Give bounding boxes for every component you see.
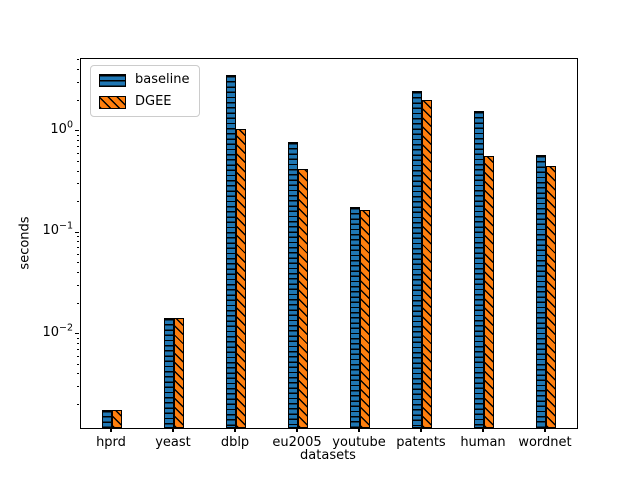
y-minor-tick (76, 363, 79, 365)
legend-label-dgee: DGEE (135, 94, 172, 109)
x-tick-patents (420, 428, 422, 432)
bar-dgee-yeast (174, 318, 184, 428)
x-tick-label-eu2005: eu2005 (272, 435, 322, 450)
legend-label-baseline: baseline (135, 72, 190, 87)
y-minor-tick (76, 145, 79, 147)
x-tick-label-youtube: youtube (332, 435, 386, 450)
x-tick-label-patents: patents (396, 435, 446, 450)
x-tick-human (482, 428, 484, 432)
bar-baseline-wordnet (536, 154, 546, 428)
x-tick-youtube (358, 428, 360, 432)
y-minor-tick (76, 386, 79, 388)
x-tick-label-wordnet: wordnet (518, 435, 572, 450)
legend-entry-baseline: baseline (99, 73, 189, 87)
y-minor-tick (76, 241, 79, 243)
y-minor-tick (76, 342, 79, 344)
bar-dgee-eu2005 (298, 168, 308, 428)
legend-swatch-dgee (99, 95, 126, 109)
legend-swatch-baseline (99, 73, 126, 87)
x-tick-label-hprd: hprd (96, 435, 126, 450)
legend-entry-dgee: DGEE (99, 95, 189, 109)
y-minor-tick (76, 247, 79, 249)
legend: baseline DGEE (90, 65, 201, 117)
y-minor-tick (76, 99, 79, 101)
bar-baseline-hprd (102, 410, 112, 428)
y-tick-label-0.01: 10−2 (42, 322, 73, 340)
bar-dgee-wordnet (546, 165, 556, 428)
x-tick-eu2005 (296, 428, 298, 432)
x-tick-label-human: human (460, 435, 506, 450)
y-minor-tick (76, 271, 79, 273)
bar-baseline-eu2005 (288, 142, 298, 428)
y-minor-tick (76, 170, 79, 172)
y-minor-tick (76, 262, 79, 264)
x-tick-dblp (234, 428, 236, 432)
bar-baseline-youtube (350, 207, 360, 428)
y-tick-0.01 (75, 332, 79, 335)
bar-baseline-yeast (164, 318, 174, 428)
bar-dgee-hprd (112, 410, 122, 428)
y-tick-1 (75, 130, 79, 132)
y-minor-tick (76, 302, 79, 304)
x-tick-hprd (110, 428, 112, 432)
y-minor-tick (76, 183, 79, 185)
y-tick-label-0.1: 10−1 (42, 220, 73, 239)
y-minor-tick (76, 160, 79, 162)
y-minor-tick (76, 373, 79, 375)
bar-dgee-youtube (360, 209, 370, 428)
y-minor-tick (76, 355, 79, 357)
y-minor-tick (76, 201, 79, 203)
bar-dgee-patents (422, 100, 432, 428)
y-minor-tick (76, 134, 79, 136)
x-tick-yeast (172, 428, 174, 432)
y-minor-tick (76, 284, 79, 286)
y-minor-tick (76, 348, 79, 350)
x-tick-label-yeast: yeast (155, 435, 191, 450)
y-minor-tick (76, 139, 79, 141)
y-minor-tick (76, 81, 79, 83)
bar-baseline-patents (412, 91, 422, 428)
y-minor-tick (76, 59, 79, 61)
bar-dgee-human (484, 156, 494, 428)
x-axis-label: datasets (300, 448, 356, 463)
y-minor-tick (76, 403, 79, 405)
y-minor-tick (76, 152, 79, 154)
y-tick-0.1 (75, 231, 79, 233)
bar-dgee-dblp (236, 129, 246, 428)
x-tick-wordnet (544, 428, 546, 432)
x-tick-label-dblp: dblp (220, 435, 250, 450)
plot-area: baseline DGEE (80, 58, 578, 429)
y-minor-tick (76, 69, 79, 71)
y-minor-tick (76, 337, 79, 339)
bar-baseline-human (474, 110, 484, 428)
y-minor-tick (76, 236, 79, 238)
y-minor-tick (76, 254, 79, 256)
bar-baseline-dblp (226, 75, 236, 428)
y-tick-label-1: 100 (50, 119, 73, 137)
